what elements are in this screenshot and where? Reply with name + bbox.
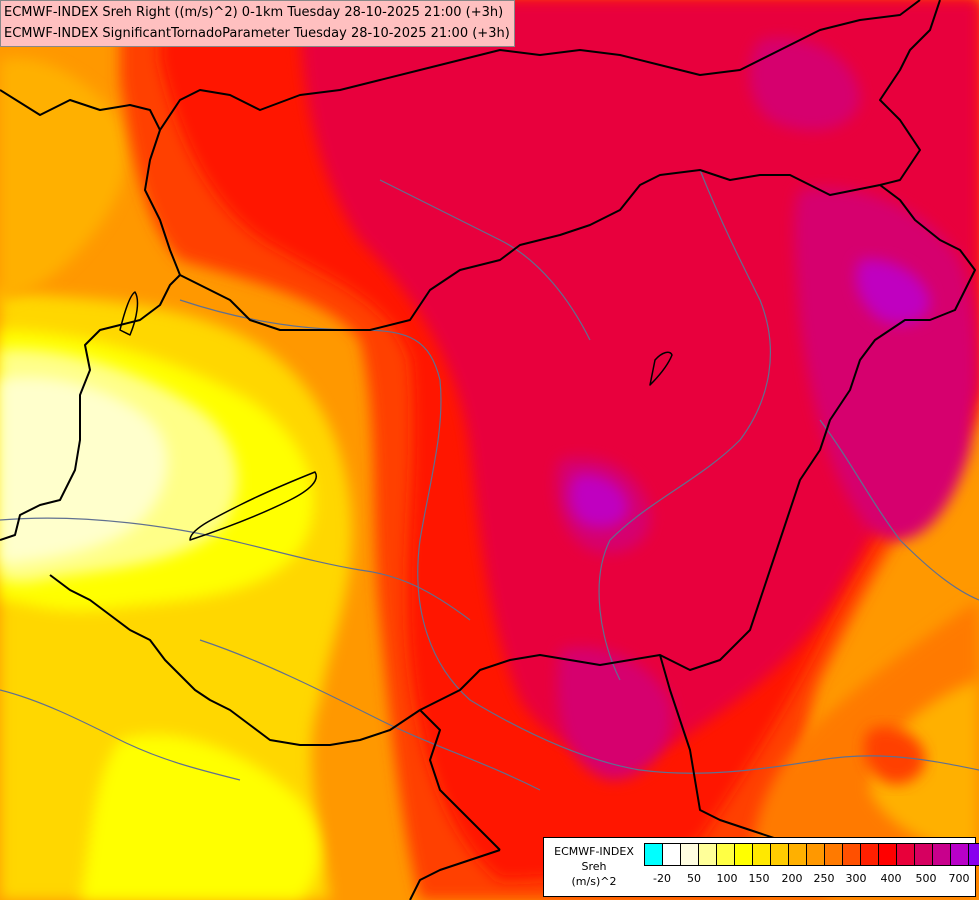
legend-tick-label: 100 — [716, 872, 738, 885]
river-east — [819, 419, 979, 601]
legend-label: ECMWF-INDEX Sreh (m/s)^2 — [546, 844, 642, 889]
border-north-east — [879, 0, 941, 186]
legend-swatch — [933, 844, 951, 865]
lake-east-small — [649, 351, 673, 386]
map-title-box: ECMWF-INDEX Sreh Right ((m/s)^2) 0-1km T… — [0, 0, 515, 47]
legend-tick-label: 50 — [687, 872, 701, 885]
legend-swatch — [951, 844, 969, 865]
contour-magenta-south — [557, 647, 672, 780]
border-south — [659, 654, 801, 856]
lake-balaton — [189, 471, 317, 541]
legend-swatch — [717, 844, 735, 865]
contour-purple-east — [856, 259, 931, 324]
legend-label-source: ECMWF-INDEX — [554, 845, 634, 858]
legend-tick-label: 700 — [948, 872, 970, 885]
legend-tick-label: 400 — [880, 872, 902, 885]
contour-red-se-spot — [864, 726, 926, 785]
legend-tick-label: -20 — [653, 872, 671, 885]
legend-swatch — [771, 844, 789, 865]
legend-swatch — [843, 844, 861, 865]
border-east — [419, 184, 976, 711]
lake-north — [119, 291, 139, 336]
legend-label-unit: (m/s)^2 — [571, 875, 617, 888]
legend-swatch — [969, 844, 979, 865]
river-drava — [0, 517, 471, 621]
contour-orange-light-se — [870, 680, 979, 860]
contour-purple-center — [569, 474, 629, 528]
contour-magenta-east — [794, 188, 976, 541]
legend-swatch — [915, 844, 933, 865]
river-south — [199, 639, 541, 791]
legend-color-bar — [644, 843, 979, 866]
color-legend: ECMWF-INDEX Sreh (m/s)^2 -20 50 100 150 200 2… — [543, 837, 979, 897]
legend-swatch — [789, 844, 807, 865]
contour-magenta-north — [749, 38, 860, 131]
legend-tick-label: 250 — [813, 872, 835, 885]
river-tisza — [598, 169, 771, 681]
legend-label-parameter: Sreh — [581, 860, 607, 873]
title-line-stp: ECMWF-INDEX SignificantTornadoParameter … — [4, 26, 510, 41]
legend-tick-label: 200 — [781, 872, 803, 885]
border-north — [159, 0, 921, 131]
contour-orange-light-nw — [0, 58, 127, 300]
legend-swatch — [645, 844, 663, 865]
river-north — [379, 179, 591, 341]
legend-swatch — [699, 844, 717, 865]
border-south-west — [49, 574, 501, 851]
legend-swatch — [825, 844, 843, 865]
border-west — [0, 274, 181, 541]
legend-swatch — [879, 844, 897, 865]
legend-swatch — [663, 844, 681, 865]
legend-swatch — [753, 844, 771, 865]
legend-swatch — [735, 844, 753, 865]
legend-swatch — [807, 844, 825, 865]
border-north-west — [0, 89, 881, 331]
legend-swatch — [681, 844, 699, 865]
border-south-east — [409, 849, 501, 900]
title-line-sreh: ECMWF-INDEX Sreh Right ((m/s)^2) 0-1km T… — [4, 5, 504, 20]
river-west — [0, 689, 241, 781]
contour-yellow-south — [80, 734, 319, 900]
legend-swatch — [897, 844, 915, 865]
legend-tick-label: 150 — [748, 872, 770, 885]
legend-tick-label: 300 — [845, 872, 867, 885]
legend-tick-label: 500 — [915, 872, 937, 885]
legend-swatch — [861, 844, 879, 865]
legend-tick-labels: -20 50 100 150 200 250 300 400 500 700 — [644, 872, 974, 888]
